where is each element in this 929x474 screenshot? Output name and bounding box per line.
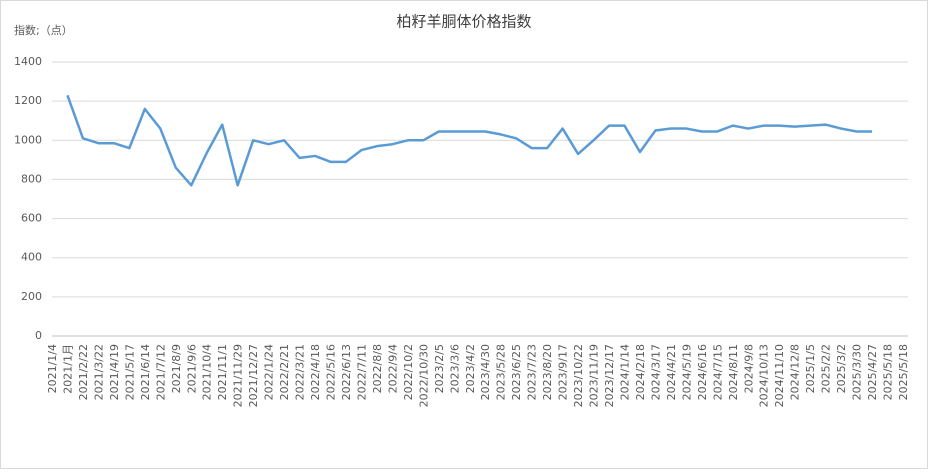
x-tick-label: 2023/4/2 [464,344,477,393]
y-tick-label: 200 [21,290,42,303]
x-tick-label: 2024/10/13 [758,344,771,407]
x-tick-label: 2024/7/15 [711,344,724,400]
x-tick-label: 2021/2/22 [77,344,90,400]
x-tick-label: 2021/1/4 [46,344,59,393]
x-tick-label: 2023/4/30 [479,344,492,400]
x-tick-label: 2023/11/19 [588,344,601,407]
x-tick-label: 2025/1/5 [804,344,817,393]
y-tick-label: 1200 [14,94,42,107]
x-tick-label: 2021/11/29 [232,344,245,407]
x-tick-label: 2023/8/20 [541,344,554,400]
x-tick-label: 2023/10/22 [572,344,585,407]
x-tick-label: 2022/10/2 [402,344,415,400]
x-tick-label: 2024/12/8 [789,344,802,400]
x-tick-label: 2024/11/10 [773,344,786,407]
y-tick-label: 0 [35,329,42,342]
y-tick-label: 400 [21,251,42,264]
x-tick-label: 2023/3/6 [448,344,461,393]
x-tick-label: 2024/2/18 [634,344,647,400]
x-tick-label: 2024/3/17 [649,344,662,400]
x-tick-label: 2023/5/28 [495,344,508,400]
x-tick-label: 2021/1月 [61,344,74,394]
x-tick-label: 2024/5/19 [680,344,693,400]
y-axis-label: 指数;（点） [14,23,73,37]
x-tick-label: 2025/3/2 [835,344,848,393]
x-tick-label: 2021/11/1 [216,344,229,400]
x-tick-label: 2025/4/27 [866,344,879,400]
chart-title: 柏籽羊胴体价格指数 [396,13,531,31]
x-tick-label: 2024/1/14 [618,344,631,400]
x-tick-label: 2023/9/17 [557,344,570,400]
x-tick-label: 2022/2/21 [278,344,291,400]
x-tick-label: 2025/3/30 [851,344,864,400]
data-line [66,94,873,187]
x-tick-label: 2022/4/18 [309,344,322,400]
x-tick-label: 2022/8/8 [371,344,384,393]
x-tick-label: 2024/9/8 [742,344,755,393]
x-tick-label: 2021/5/17 [123,344,136,400]
x-tick-label: 2022/10/30 [417,344,430,407]
x-tick-label: 2022/6/13 [340,344,353,400]
x-tick-label: 2022/7/11 [355,344,368,400]
x-tick-label: 2023/12/17 [603,344,616,407]
y-tick-label: 1400 [14,55,42,68]
x-tick-label: 2021/7/12 [154,344,167,400]
y-tick-label: 1000 [14,133,42,146]
x-tick-label: 2021/4/19 [108,344,121,400]
x-tick-label: 2023/7/23 [526,344,539,400]
x-tick-label: 2022/1/24 [263,344,276,400]
x-tick-label: 2025/5/18 [882,344,895,400]
x-tick-label: 2024/6/16 [696,344,709,400]
x-tick-label: 2025/5/18 [897,344,910,400]
y-tick-label: 800 [21,172,42,185]
x-tick-label: 2021/8/9 [170,344,183,393]
x-tick-label: 2024/4/21 [665,344,678,400]
x-tick-label: 2025/2/2 [820,344,833,393]
x-tick-label: 2021/12/27 [247,344,260,407]
x-tick-label: 2021/3/22 [92,344,105,400]
x-tick-label: 2022/5/16 [325,344,338,400]
x-tick-label: 2021/10/4 [201,344,214,400]
x-tick-label: 2023/6/25 [510,344,523,400]
x-tick-label: 2023/2/5 [433,344,446,393]
x-tick-label: 2024/8/11 [727,344,740,400]
x-tick-label: 2021/6/14 [139,344,152,400]
x-tick-label: 2022/3/21 [294,344,307,400]
y-tick-label: 600 [21,212,42,225]
x-tick-label: 2021/9/6 [185,344,198,393]
x-tick-label: 2022/9/4 [386,344,399,393]
